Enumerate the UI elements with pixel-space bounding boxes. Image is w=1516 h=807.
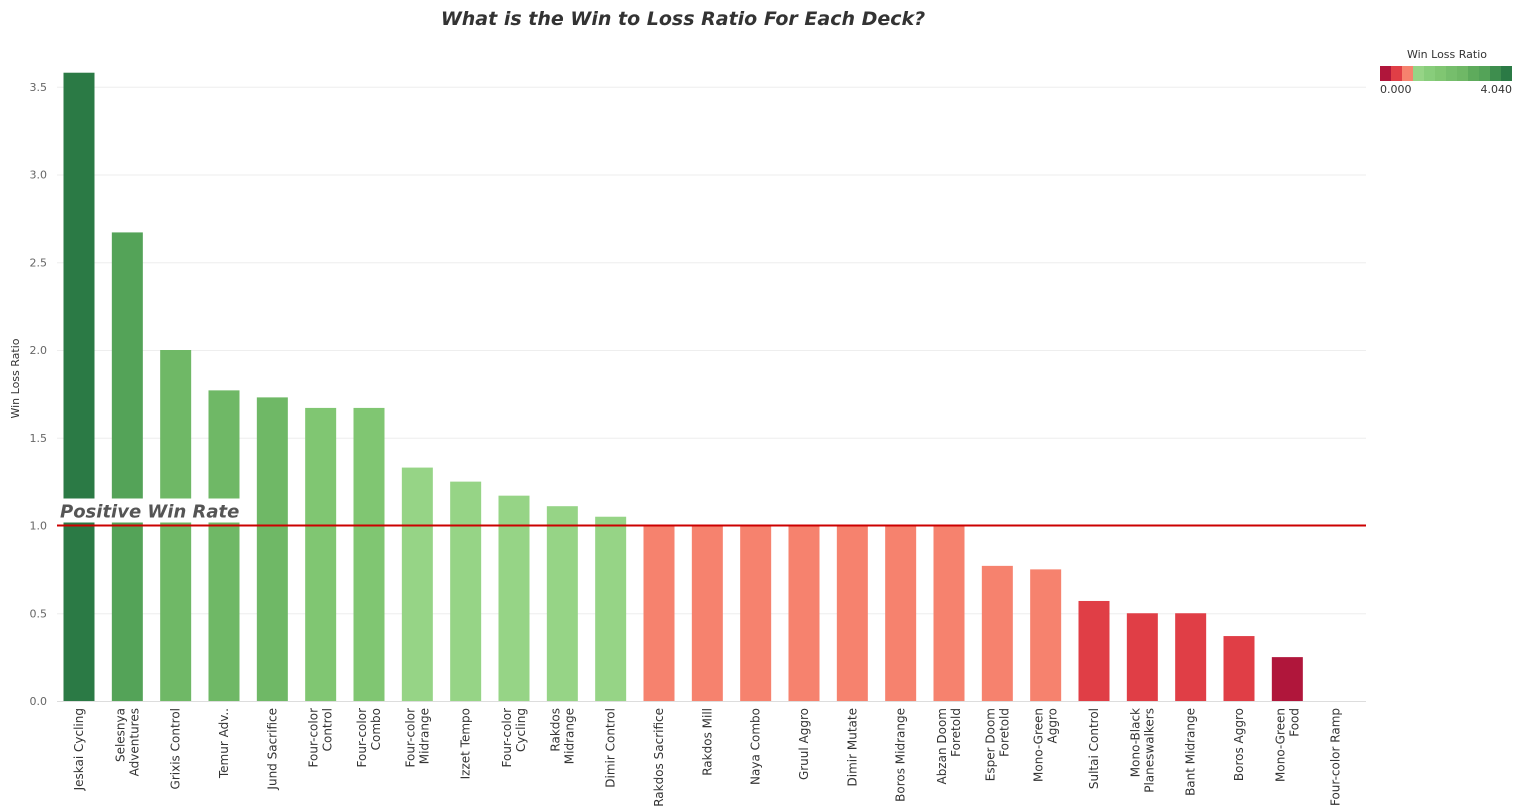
legend-swatch: [1501, 66, 1512, 81]
x-tick-label: Jund Sacrifice: [265, 708, 279, 791]
legend-swatch: [1413, 66, 1424, 81]
bar: [208, 390, 240, 701]
x-tick-label: SelesnyaAdventures: [113, 708, 141, 776]
y-tick-label: 1.0: [30, 520, 48, 533]
y-axis-title: Win Loss Ratio: [9, 338, 22, 418]
bar: [111, 232, 143, 702]
bar: [305, 407, 337, 701]
bar: [643, 525, 675, 701]
chart-title: What is the Win to Loss Ratio For Each D…: [440, 8, 926, 30]
x-axis-labels: Jeskai Cycling SelesnyaAdventures Grixis C…: [72, 708, 1343, 807]
x-tick-label: Dimir Mutate: [845, 708, 859, 786]
x-tick-label: Naya Combo: [749, 708, 763, 785]
y-tick-label: 3.5: [30, 81, 48, 94]
bar: [450, 481, 482, 701]
bar: [1078, 600, 1110, 701]
legend-swatch: [1490, 66, 1501, 81]
x-tick-label: Dimir Control: [604, 708, 618, 788]
y-tick-label: 2.0: [30, 344, 48, 357]
bar: [63, 72, 95, 701]
bar: [933, 525, 965, 701]
y-axis: 0.0 0.5 1.0 1.5 2.0 2.5 3.0 3.5 Win Loss Ratio: [9, 81, 1366, 708]
x-tick-label: Rakdos Sacrifice: [652, 708, 666, 807]
bar: [256, 397, 288, 701]
legend-max-label: 4.040: [1480, 83, 1513, 96]
legend-swatch: [1391, 66, 1402, 81]
x-tick-label: Bant Midrange: [1184, 708, 1198, 796]
x-tick-label: Sultai Control: [1087, 708, 1101, 789]
legend-swatch: [1402, 66, 1413, 81]
bar: [981, 565, 1013, 701]
x-tick-label: Jeskai Cycling: [72, 708, 86, 791]
x-tick-label: Grixis Control: [169, 708, 183, 789]
bar: [740, 525, 772, 701]
legend-swatch: [1468, 66, 1479, 81]
legend-swatch: [1435, 66, 1446, 81]
bar: [498, 495, 530, 701]
x-tick-label: Boros Midrange: [894, 708, 908, 802]
bar: [691, 525, 723, 701]
bar: [1223, 636, 1255, 701]
x-tick-label: Mono-GreenAggro: [1032, 708, 1060, 782]
bar: [546, 506, 578, 701]
legend-swatch: [1479, 66, 1490, 81]
bars: [63, 72, 1303, 702]
x-tick-label: Four-colorCombo: [355, 708, 383, 768]
bar: [1175, 613, 1207, 701]
bar: [1126, 613, 1158, 701]
bar: [1030, 569, 1062, 701]
reference-line-label: Positive Win Rate: [60, 502, 239, 523]
x-tick-label: Four-colorControl: [307, 708, 335, 768]
bar: [885, 525, 917, 701]
legend-labels: 0.000 4.040: [1380, 83, 1512, 96]
x-tick-label: Abzan DoomForetold: [935, 708, 963, 785]
reference-label-bg: [59, 498, 247, 523]
bar: [401, 467, 433, 701]
bar: [595, 516, 627, 701]
x-tick-label: Four-colorMidrange: [403, 708, 431, 768]
y-tick-label: 0.0: [30, 695, 48, 708]
x-tick-label: Esper DoomForetold: [983, 708, 1011, 781]
x-tick-label: Gruul Aggro: [797, 708, 811, 780]
y-tick-label: 3.0: [30, 169, 48, 182]
bar-chart: 0.0 0.5 1.0 1.5 2.0 2.5 3.0 3.5 Win Loss Ratio P…: [9, 72, 1366, 807]
bar: [1271, 657, 1303, 701]
legend-swatch: [1457, 66, 1468, 81]
y-tick-label: 1.5: [30, 432, 48, 445]
bar: [836, 525, 868, 701]
reference-line-group: Positive Win Rate: [57, 498, 1366, 527]
legend-color-ramp: [1380, 66, 1512, 81]
x-tick-label: Rakdos Mill: [700, 708, 714, 776]
y-tick-label: 0.5: [30, 607, 48, 620]
x-tick-label: Four-color Ramp: [1329, 708, 1343, 806]
x-tick-label: RakdosMidrange: [548, 708, 576, 764]
bar: [788, 525, 820, 701]
legend-swatch: [1424, 66, 1435, 81]
y-tick-label: 2.5: [30, 256, 48, 269]
x-tick-label: Four-colorCycling: [500, 708, 528, 768]
color-legend: Win Loss Ratio 0.000 4.040: [1376, 48, 1514, 96]
x-tick-label: Boros Aggro: [1232, 708, 1246, 781]
bar: [353, 407, 385, 701]
legend-swatch: [1446, 66, 1457, 81]
x-tick-label: Temur Adv..: [217, 708, 231, 779]
x-tick-label: Mono-GreenFood: [1273, 708, 1301, 782]
x-tick-label: Mono-BlackPlaneswalkers: [1128, 708, 1156, 793]
legend-title: Win Loss Ratio: [1406, 48, 1488, 61]
legend-min-label: 0.000: [1380, 83, 1412, 96]
legend-swatch: [1380, 66, 1391, 81]
x-tick-label: Izzet Tempo: [459, 708, 473, 779]
